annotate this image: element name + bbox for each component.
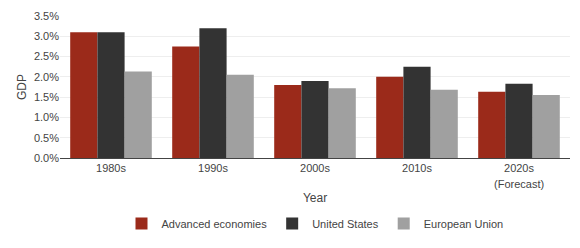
- svg-text:Year: Year: [303, 191, 327, 205]
- svg-text:3.0%: 3.0%: [34, 30, 59, 42]
- svg-text:GDP: GDP: [15, 74, 29, 100]
- svg-text:European Union: European Union: [424, 218, 504, 230]
- svg-text:2.0%: 2.0%: [34, 71, 59, 83]
- svg-text:United States: United States: [312, 218, 379, 230]
- svg-text:1980s: 1980s: [96, 162, 126, 174]
- svg-text:(Forecast): (Forecast): [494, 178, 544, 190]
- svg-text:2.5%: 2.5%: [34, 50, 59, 62]
- svg-text:1990s: 1990s: [198, 162, 228, 174]
- svg-text:Advanced economies: Advanced economies: [162, 218, 268, 230]
- svg-text:2020s: 2020s: [504, 162, 534, 174]
- svg-text:2010s: 2010s: [402, 162, 432, 174]
- svg-text:3.5%: 3.5%: [34, 10, 59, 22]
- svg-text:1.5%: 1.5%: [34, 91, 59, 103]
- svg-text:0.5%: 0.5%: [34, 132, 59, 144]
- svg-text:1.0%: 1.0%: [34, 111, 59, 123]
- svg-text:0.0%: 0.0%: [34, 152, 59, 164]
- svg-text:2000s: 2000s: [300, 162, 330, 174]
